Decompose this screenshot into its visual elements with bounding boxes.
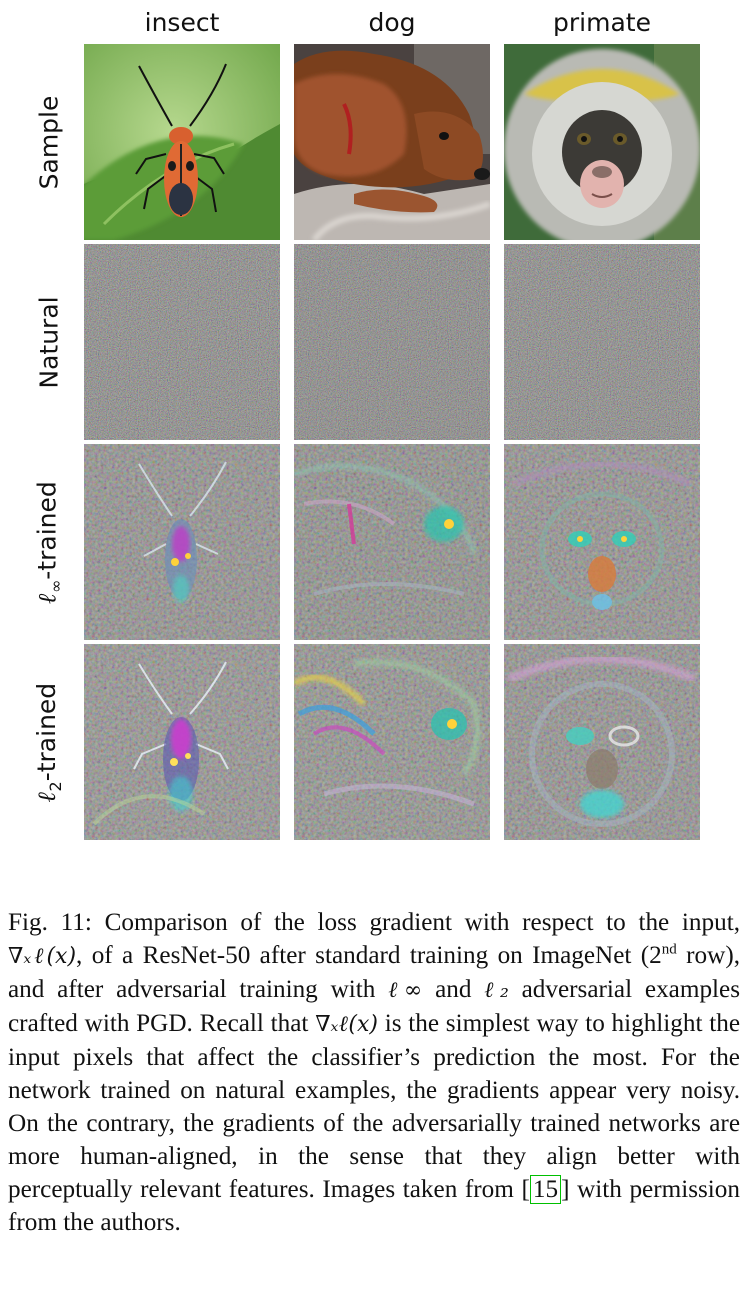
sample-primate-image	[504, 44, 700, 240]
column-header-insect: insect	[144, 7, 220, 37]
l2-gradient-dog	[294, 644, 490, 840]
linf-gradient-insect	[84, 444, 280, 640]
linf-gradient-primate	[504, 444, 700, 640]
l2-gradient-insect	[84, 644, 280, 840]
row-label-l2-trained: ℓ2-trained	[32, 682, 66, 802]
natural-gradient-primate	[504, 244, 700, 440]
row-label-natural: Natural	[34, 295, 64, 389]
figure-caption: Fig. 11: Comparison of the loss gradient…	[8, 909, 741, 1236]
l2-gradient-primate	[504, 644, 700, 840]
column-header-dog: dog	[368, 7, 416, 37]
row-label-sample: Sample	[34, 95, 64, 189]
caption-figure-number: Fig. 11:	[8, 909, 92, 936]
sample-dog-image	[294, 44, 490, 240]
citation-link[interactable]: 15	[529, 1175, 562, 1204]
natural-gradient-insect	[84, 244, 280, 440]
sample-insect-image	[84, 44, 280, 240]
linf-gradient-dog	[294, 444, 490, 640]
column-header-primate: primate	[553, 7, 651, 37]
row-label-linf-trained: ℓ∞-trained	[32, 480, 66, 604]
natural-gradient-dog	[294, 244, 490, 440]
